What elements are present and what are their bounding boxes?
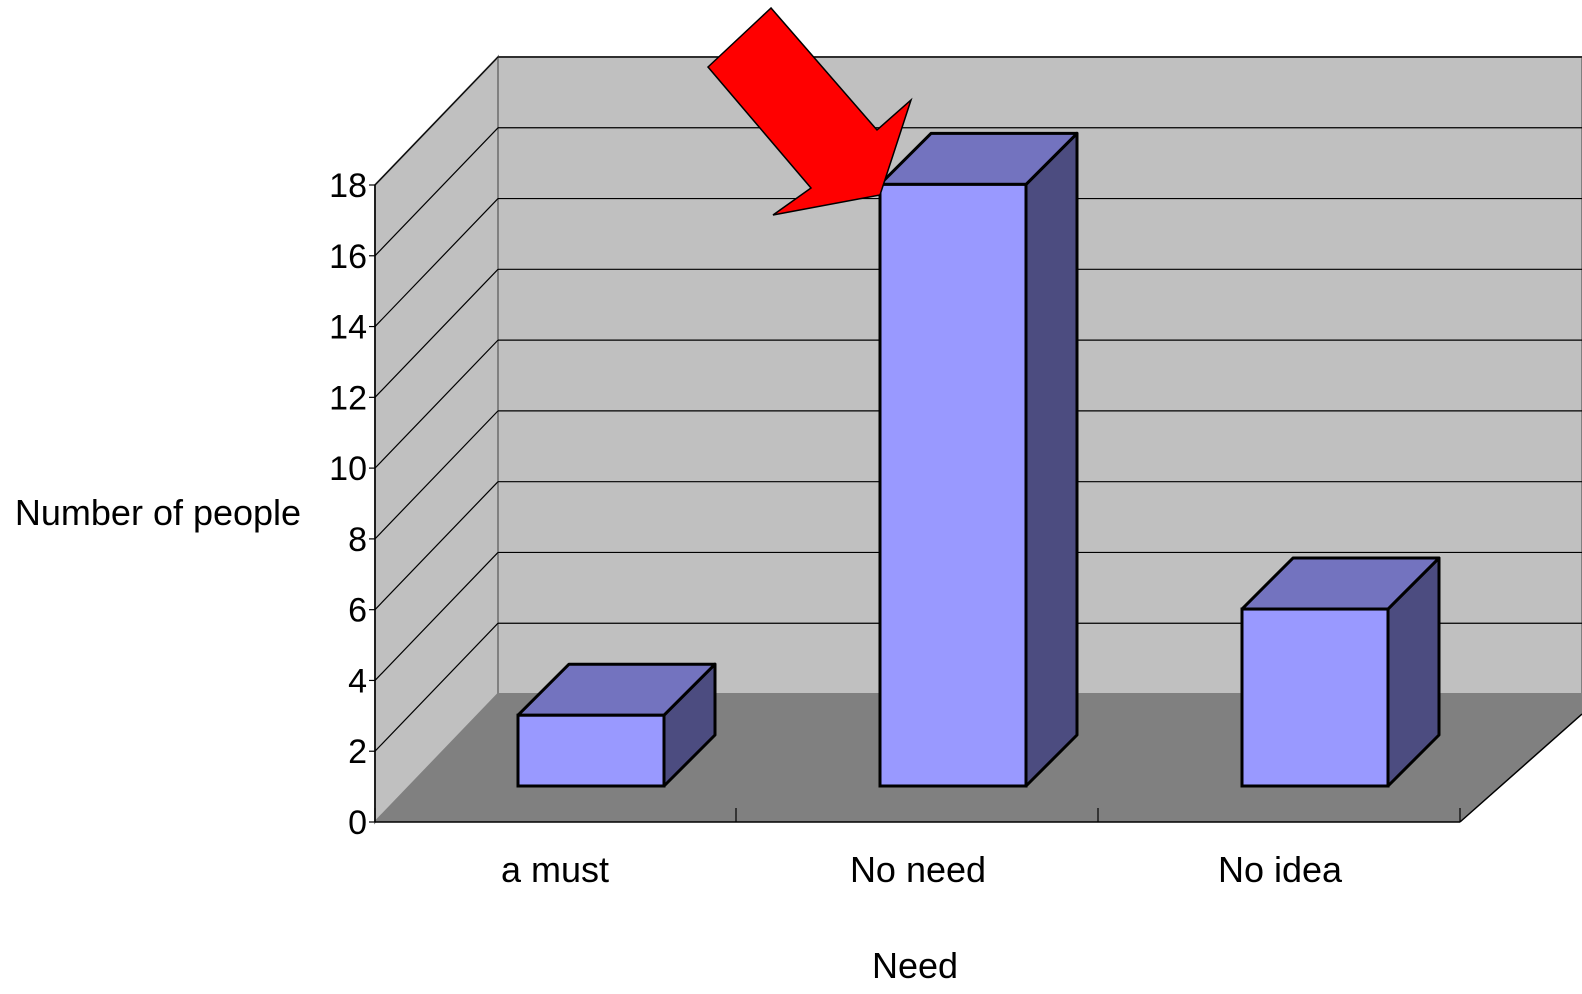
y-tick-label: 14 — [329, 309, 367, 347]
bar-front — [1240, 607, 1390, 788]
x-category-labels: a must No need No idea — [501, 849, 1343, 890]
gridline-side — [374, 198, 499, 327]
y-tick-label: 6 — [348, 592, 367, 630]
y-tick-label: 16 — [329, 238, 367, 276]
y-tick-label: 2 — [348, 733, 367, 771]
bar — [516, 662, 717, 788]
highlight-arrow — [706, 6, 913, 216]
bar-side — [1024, 131, 1079, 788]
gridline-side — [374, 56, 499, 186]
red-arrow-icon — [706, 6, 913, 216]
x-axis-title: Need — [872, 945, 958, 986]
x-category-label: a must — [501, 849, 609, 890]
y-tick-label: 8 — [348, 521, 367, 559]
x-category-label: No idea — [1218, 849, 1343, 890]
x-category-label: No need — [850, 849, 986, 890]
y-tick-label: 18 — [329, 167, 367, 205]
y-tick-label: 0 — [348, 804, 367, 842]
gridline-side — [374, 552, 499, 681]
gridline-side — [374, 339, 499, 469]
bar — [878, 131, 1079, 788]
floor-edge-line — [1459, 713, 1582, 823]
side-wall — [374, 54, 499, 825]
y-axis-title: Number of people — [15, 492, 301, 533]
gridline-side — [374, 622, 499, 752]
gridline-side — [374, 410, 499, 540]
y-tick-label: 10 — [329, 450, 367, 488]
gridline-side — [374, 127, 499, 257]
y-tick-label: 4 — [348, 662, 367, 700]
bars — [516, 131, 1441, 788]
gridline-side — [374, 268, 499, 398]
bar — [1240, 556, 1441, 788]
gridline-side — [374, 481, 499, 611]
axes — [369, 184, 1582, 823]
bar-front — [878, 182, 1028, 788]
y-tick-label: 12 — [329, 379, 367, 417]
bar-front — [516, 713, 666, 788]
y-tick-labels: 0 2 4 6 8 10 12 14 16 18 — [329, 167, 367, 842]
